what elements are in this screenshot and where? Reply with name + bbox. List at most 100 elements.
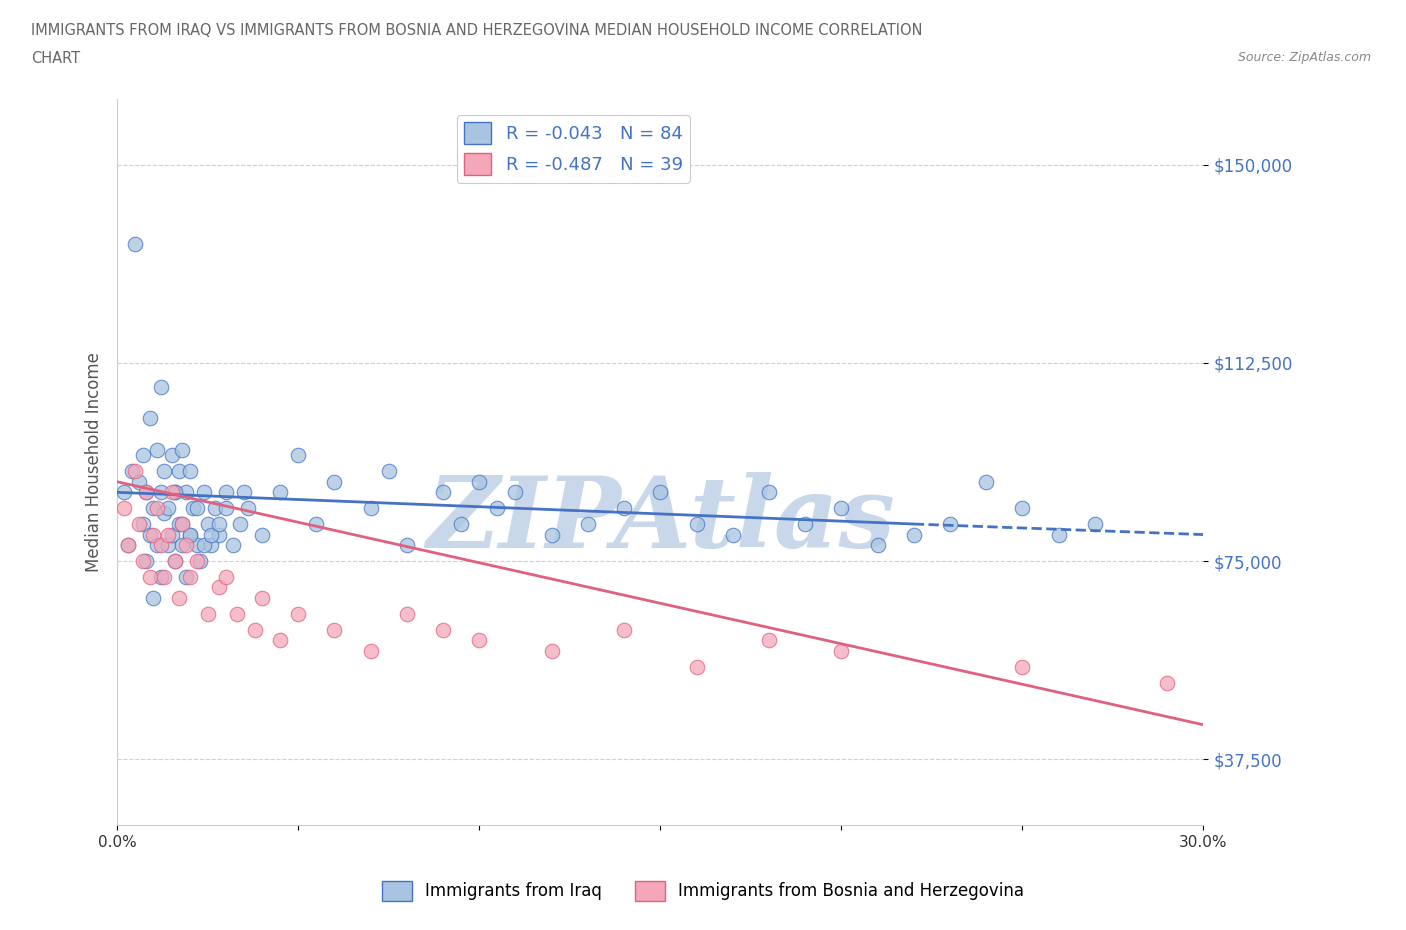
Point xyxy=(974,474,997,489)
Point xyxy=(650,485,672,499)
Point xyxy=(160,485,183,499)
Point xyxy=(146,443,169,458)
Point xyxy=(305,516,328,531)
Point xyxy=(236,500,259,515)
Point xyxy=(758,632,780,647)
Point xyxy=(225,606,247,621)
Text: IMMIGRANTS FROM IRAQ VS IMMIGRANTS FROM BOSNIA AND HERZEGOVINA MEDIAN HOUSEHOLD : IMMIGRANTS FROM IRAQ VS IMMIGRANTS FROM … xyxy=(31,23,922,38)
Point xyxy=(160,448,183,463)
Point xyxy=(131,553,153,568)
Point xyxy=(830,644,852,658)
Point xyxy=(866,538,889,552)
Point xyxy=(468,632,491,647)
Point xyxy=(207,527,229,542)
Point xyxy=(323,474,346,489)
Point xyxy=(287,606,309,621)
Point xyxy=(939,516,962,531)
Point xyxy=(432,485,454,499)
Point xyxy=(229,516,252,531)
Point xyxy=(124,236,146,251)
Legend: R = -0.043   N = 84, R = -0.487   N = 39: R = -0.043 N = 84, R = -0.487 N = 39 xyxy=(457,115,690,182)
Point xyxy=(149,379,172,394)
Point xyxy=(135,485,157,499)
Point xyxy=(200,538,222,552)
Point xyxy=(135,553,157,568)
Point xyxy=(685,659,707,674)
Point xyxy=(215,485,238,499)
Point xyxy=(153,464,176,479)
Point xyxy=(207,516,229,531)
Point xyxy=(172,538,194,552)
Point xyxy=(128,474,150,489)
Point xyxy=(156,500,179,515)
Point xyxy=(139,569,162,584)
Point xyxy=(139,411,162,426)
Point xyxy=(903,527,925,542)
Point xyxy=(179,569,201,584)
Point xyxy=(142,591,165,605)
Point xyxy=(156,538,179,552)
Point xyxy=(540,527,562,542)
Point xyxy=(378,464,401,479)
Point xyxy=(215,500,238,515)
Point xyxy=(204,500,226,515)
Point xyxy=(269,632,291,647)
Point xyxy=(128,516,150,531)
Point xyxy=(613,622,636,637)
Point xyxy=(131,448,153,463)
Point xyxy=(167,591,190,605)
Point xyxy=(1156,675,1178,690)
Point xyxy=(215,569,238,584)
Point xyxy=(153,569,176,584)
Point xyxy=(197,516,219,531)
Point xyxy=(131,516,153,531)
Point xyxy=(112,485,135,499)
Point xyxy=(165,553,187,568)
Point xyxy=(181,500,204,515)
Point xyxy=(269,485,291,499)
Point xyxy=(124,464,146,479)
Point xyxy=(186,500,208,515)
Point xyxy=(576,516,599,531)
Point xyxy=(190,553,212,568)
Point xyxy=(174,485,197,499)
Text: CHART: CHART xyxy=(31,51,80,66)
Point xyxy=(121,464,143,479)
Point xyxy=(186,553,208,568)
Point xyxy=(395,606,418,621)
Point xyxy=(149,569,172,584)
Point xyxy=(179,527,201,542)
Point xyxy=(149,485,172,499)
Point xyxy=(193,485,215,499)
Point xyxy=(360,644,382,658)
Point xyxy=(200,527,222,542)
Point xyxy=(505,485,527,499)
Text: Source: ZipAtlas.com: Source: ZipAtlas.com xyxy=(1237,51,1371,64)
Point xyxy=(149,538,172,552)
Point xyxy=(486,500,509,515)
Point xyxy=(142,527,165,542)
Point xyxy=(468,474,491,489)
Point xyxy=(1011,500,1033,515)
Point xyxy=(540,644,562,658)
Point xyxy=(172,516,194,531)
Point xyxy=(174,538,197,552)
Point xyxy=(360,500,382,515)
Point xyxy=(794,516,817,531)
Point xyxy=(287,448,309,463)
Point xyxy=(142,500,165,515)
Point xyxy=(323,622,346,637)
Text: ZIPAtlas: ZIPAtlas xyxy=(426,472,894,568)
Point xyxy=(193,538,215,552)
Point xyxy=(153,506,176,521)
Point xyxy=(721,527,744,542)
Point xyxy=(160,527,183,542)
Point xyxy=(179,527,201,542)
Point xyxy=(117,538,139,552)
Point xyxy=(165,553,187,568)
Point xyxy=(197,606,219,621)
Point xyxy=(613,500,636,515)
Point xyxy=(139,527,162,542)
Point xyxy=(135,485,157,499)
Point xyxy=(685,516,707,531)
